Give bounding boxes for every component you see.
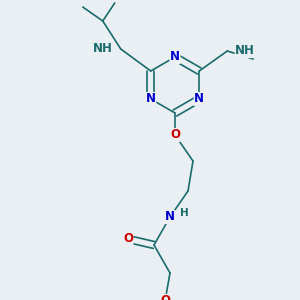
Text: NH: NH — [235, 44, 255, 58]
Text: N: N — [194, 92, 204, 106]
Text: N: N — [146, 92, 156, 106]
Text: H: H — [180, 208, 189, 218]
Text: N: N — [165, 211, 175, 224]
Text: O: O — [160, 295, 170, 300]
Text: O: O — [170, 128, 180, 142]
Text: N: N — [170, 50, 180, 64]
Text: O: O — [123, 232, 133, 245]
Text: NH: NH — [93, 43, 113, 56]
